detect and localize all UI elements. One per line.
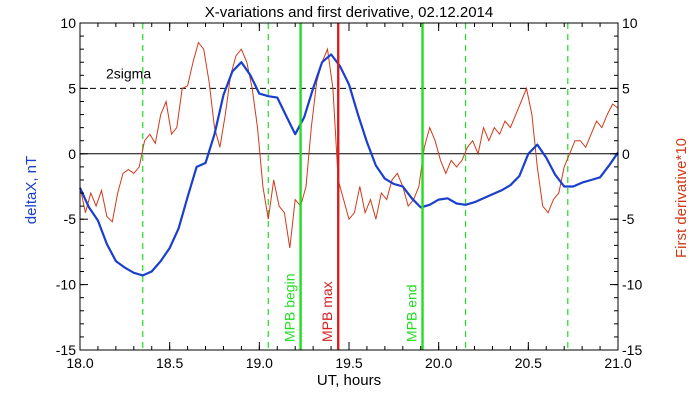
y-axis-label-right: First derivative*10 [673,138,690,258]
chart-title: X-variations and first derivative, 02.12… [205,4,494,21]
y-tick-label-right-0: -15 [622,342,642,358]
plot-area: 2sigma MPB begin MPB max MPB end 18.0 18.5 19.… [56,15,643,371]
x-tick-label-3: 19.5 [335,355,362,371]
x-tick-label-0: 18.0 [66,355,93,371]
y-tick-label-right-3: 0 [622,146,630,162]
x-tick-label-1: 18.5 [156,355,183,371]
mpb-marker-label-1: MPB max [319,281,335,342]
mpb-marker-label-0: MPB begin [282,274,298,342]
y-tick-label-left-3: 0 [68,146,76,162]
x-tick-label-2: 19.0 [246,355,273,371]
y-tick-label-right-1: -10 [622,277,642,293]
threshold-label: 2sigma [106,65,151,81]
x-axis-label: UT, hours [317,372,381,389]
y-tick-label-left-4: 5 [68,80,76,96]
y-axis-label-left: deltaX, nT [23,156,40,224]
y-tick-label-right-4: 5 [622,80,630,96]
y-tick-label-right-2: -5 [622,211,635,227]
y-tick-label-left-2: -5 [64,211,77,227]
series-derivative-line [79,41,619,249]
mpb-marker-label-2: MPB end [404,284,420,342]
y-tick-label-left-1: -10 [56,277,76,293]
series-deltax-line [79,53,619,277]
y-tick-label-left-0: -15 [56,342,76,358]
x-tick-label-5: 20.5 [515,355,542,371]
y-tick-label-right-5: 10 [622,15,638,31]
y-tick-label-left-5: 10 [60,15,76,31]
x-tick-label-6: 21.0 [604,355,631,371]
x-tick-label-4: 20.0 [425,355,452,371]
